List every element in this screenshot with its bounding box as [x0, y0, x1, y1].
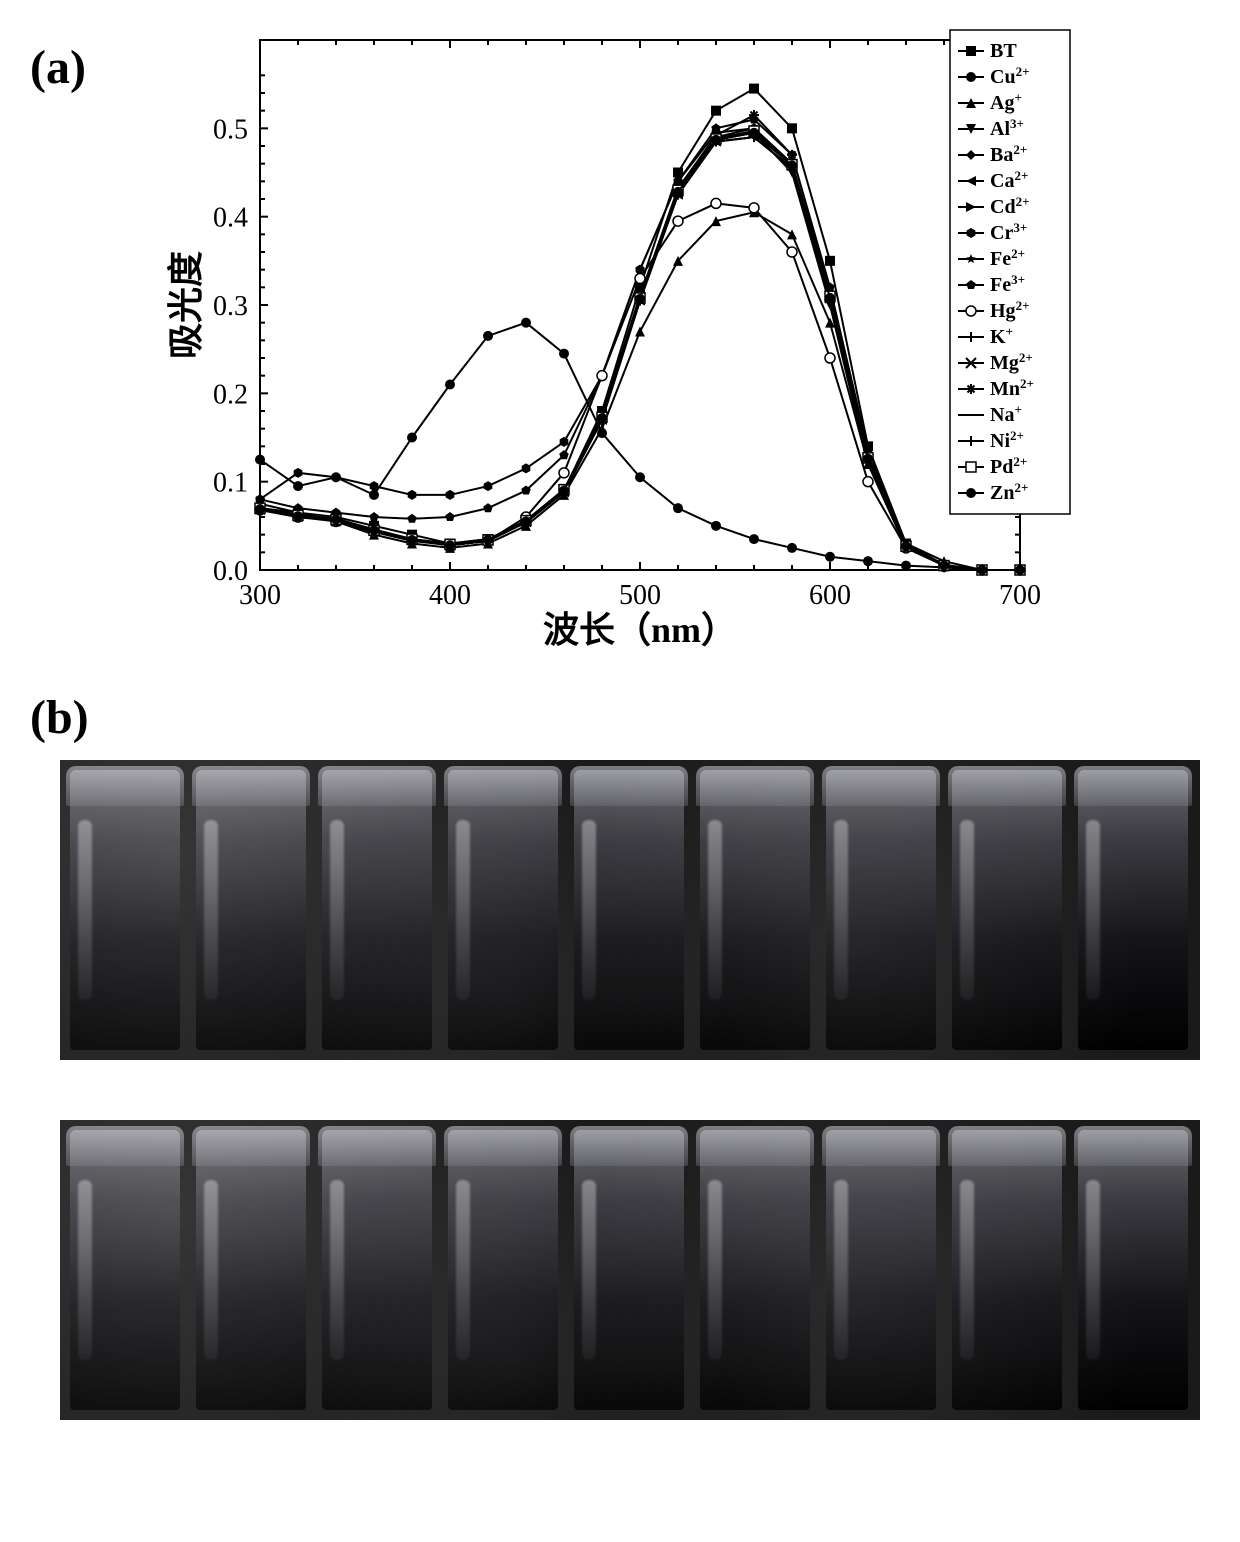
svg-text:0.1: 0.1 — [213, 468, 248, 499]
series-Pd — [255, 126, 1025, 575]
series-Ni — [260, 128, 1020, 575]
series-Na — [260, 137, 1020, 570]
panel-b-label: (b) — [30, 690, 89, 745]
svg-text:600: 600 — [809, 580, 851, 611]
vial-row-2 — [60, 1120, 1200, 1420]
series-Ag — [255, 207, 1025, 575]
series-Ba — [255, 123, 1025, 575]
svg-text:BT: BT — [990, 40, 1017, 62]
svg-text:波长（nm）: 波长（nm） — [543, 610, 737, 650]
series-Mn — [255, 110, 1025, 575]
chart-svg: 3004005006007000.00.10.20.30.40.5波长（nm）吸… — [160, 20, 1220, 660]
svg-text:0.5: 0.5 — [213, 114, 248, 145]
svg-text:0.3: 0.3 — [213, 291, 248, 322]
svg-text:500: 500 — [619, 580, 661, 611]
photo-highlight-overlay — [60, 1120, 1200, 1420]
chart-legend: BTCu2+Ag+Al3+Ba2+Ca2+Cd2+Cr3+Fe2+Fe3+Hg2… — [950, 30, 1070, 514]
svg-text:0.2: 0.2 — [213, 379, 248, 410]
series-Mg — [255, 128, 1025, 575]
svg-text:700: 700 — [999, 580, 1041, 611]
absorbance-chart: 3004005006007000.00.10.20.30.40.5波长（nm）吸… — [160, 20, 1220, 660]
series-Ca — [255, 132, 1025, 575]
series-Zn — [255, 128, 1025, 575]
series-Fe — [255, 115, 1025, 575]
series-Cr — [256, 123, 1025, 575]
vial-photos — [60, 760, 1200, 1480]
series-Al — [255, 128, 1025, 575]
photo-highlight-overlay — [60, 760, 1200, 1060]
panel-a-label: (a) — [30, 40, 86, 95]
svg-text:0.4: 0.4 — [213, 203, 248, 234]
svg-text:吸光度: 吸光度 — [166, 251, 206, 359]
svg-text:0.0: 0.0 — [213, 556, 248, 587]
svg-text:400: 400 — [429, 580, 471, 611]
vial-row-1 — [60, 760, 1200, 1060]
series-K — [255, 132, 1025, 575]
series-Fe — [255, 126, 1025, 574]
series-Cd — [255, 128, 1025, 575]
